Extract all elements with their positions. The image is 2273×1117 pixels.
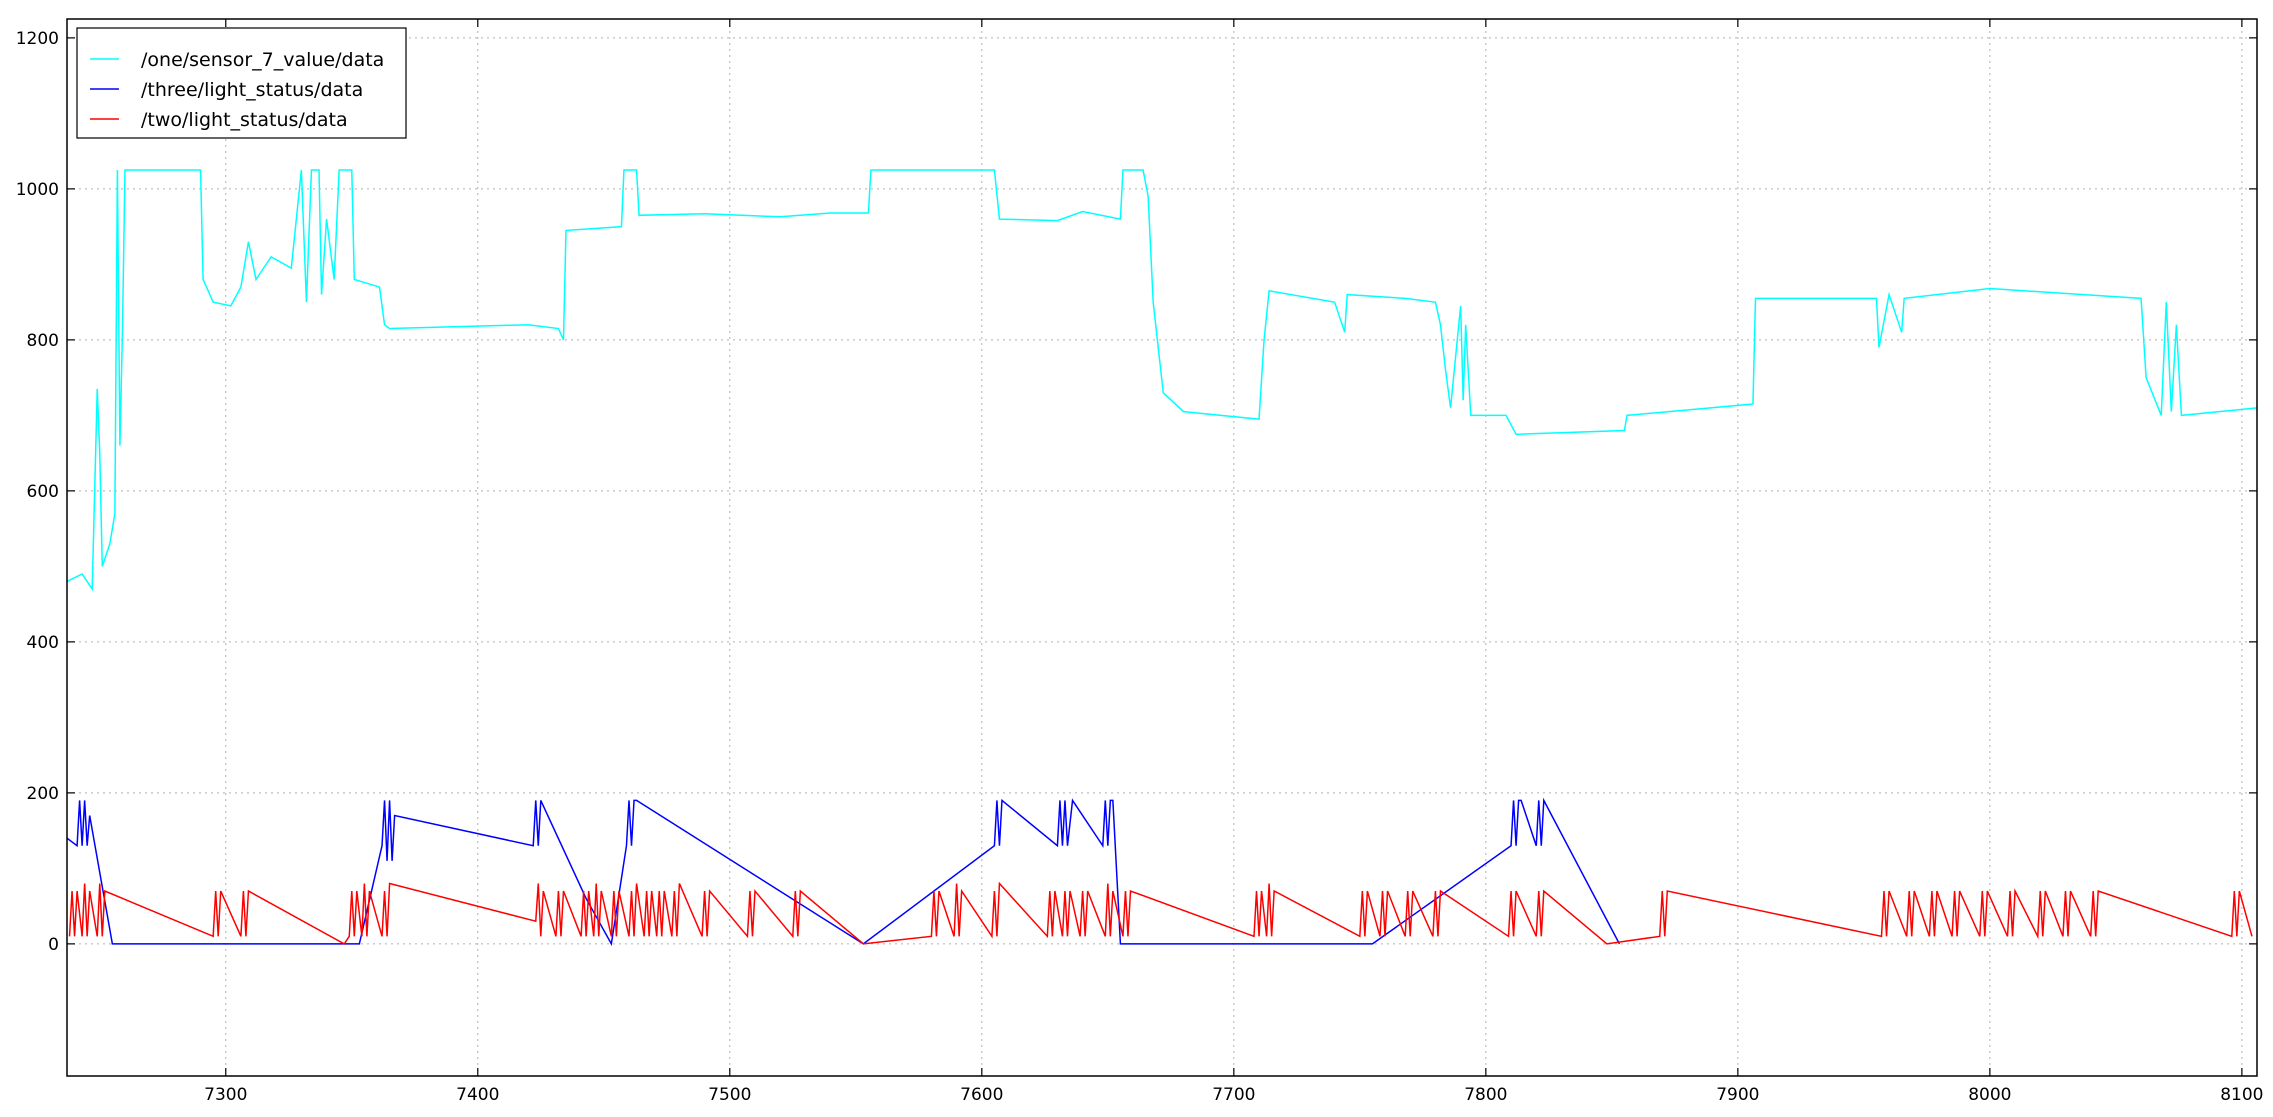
y-tick-label: 0 — [48, 935, 59, 955]
x-tick-label: 7400 — [456, 1085, 499, 1105]
legend: /one/sensor_7_value/data/three/light_sta… — [76, 27, 407, 139]
x-tick-label: 7800 — [1464, 1085, 1507, 1105]
series-line — [67, 797, 1621, 947]
y-tick-label: 200 — [27, 784, 59, 804]
x-tick-label: 7500 — [708, 1085, 751, 1105]
axes-frame — [66, 18, 2258, 1077]
y-tick-label: 800 — [27, 331, 59, 351]
y-tick-label: 400 — [27, 633, 59, 653]
y-tick-label: 600 — [27, 482, 59, 502]
legend-label: /three/light_status/data — [141, 79, 363, 101]
x-tick-label: 7700 — [1212, 1085, 1255, 1105]
legend-label: /one/sensor_7_value/data — [141, 49, 384, 71]
x-tick-label: 7900 — [1716, 1085, 1759, 1105]
x-tick-label: 7600 — [960, 1085, 1003, 1105]
series-line — [68, 881, 2253, 945]
legend-box — [76, 27, 407, 139]
x-tick-label: 8100 — [2220, 1085, 2263, 1105]
plot-area — [67, 169, 2257, 947]
grid — [67, 19, 2257, 1076]
x-tick-label: 7300 — [204, 1085, 247, 1105]
ticks: 0 200 400 600 800 1000 1200 7300 7400 7500 7600 770… — [16, 19, 2264, 1105]
x-tick-label: 8000 — [1968, 1085, 2011, 1105]
y-tick-label: 1000 — [16, 180, 59, 200]
legend-label: /two/light_status/data — [141, 109, 348, 131]
y-tick-label: 1200 — [16, 29, 59, 49]
series-line — [67, 169, 2257, 592]
